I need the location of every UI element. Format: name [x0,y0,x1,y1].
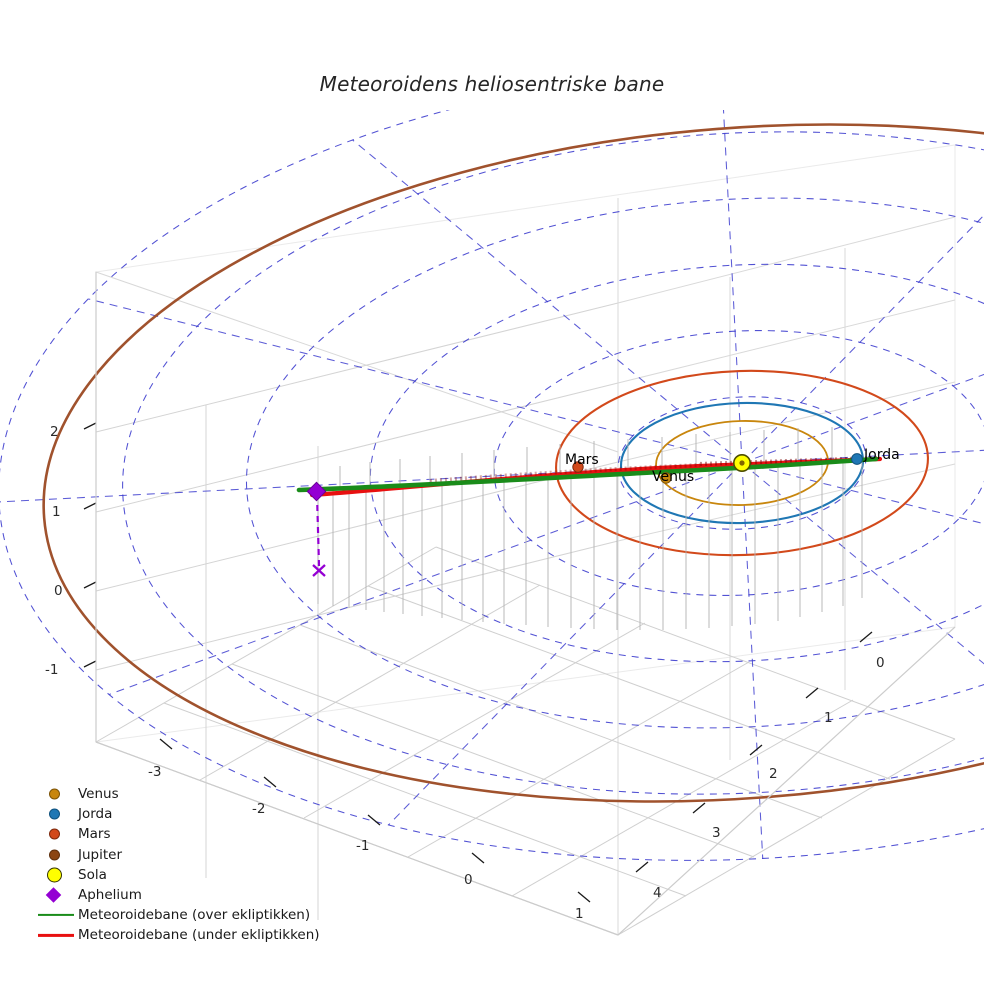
aphelion-marker [306,481,327,502]
jorda-marker-icon [34,804,78,824]
mars-label: Mars [565,452,599,468]
marker-mars [572,461,584,473]
z-tick-minus1: -1 [45,662,59,678]
legend-label-jupiter: Jupiter [78,846,123,863]
legend-item-jorda: Jorda [34,804,324,824]
x-tick-0: 0 [464,872,473,888]
legend-item-path-over: Meteoroidebane (over ekliptikken) [34,905,324,925]
legend-item-mars: Mars [34,824,324,844]
meteoroid-path-over [296,456,879,493]
red-line-icon [34,925,78,945]
jupiter-marker-icon [34,845,78,865]
aphelion-drop-line [315,493,321,567]
legend-item-path-under: Meteoroidebane (under ekliptikken) [34,925,324,945]
legend-label-path-over: Meteoroidebane (over ekliptikken) [78,907,311,924]
x-tick-minus1: -1 [356,838,370,854]
y-tick-0: 0 [876,655,885,671]
trajectory-stems [317,427,863,630]
sola-marker-icon [34,865,78,885]
y-tick-3: 3 [712,825,721,841]
chart-title: Meteoroidens heliosentriske bane [319,72,665,96]
legend-label-path-under: Meteoroidebane (under ekliptikken) [78,927,320,944]
legend-label-mars: Mars [78,826,111,843]
x-tick-minus3: -3 [148,764,162,780]
venus-marker-icon [34,784,78,804]
y-tick-4: 4 [653,885,662,901]
venus-label: Venus [652,469,695,485]
left-wall-grid [95,302,619,920]
axis-spines [95,272,956,936]
legend: Venus Jorda Mars Jupiter Sola [34,784,324,946]
legend-item-jupiter: Jupiter [34,845,324,865]
legend-label-sola: Sola [78,866,107,883]
mars-marker-icon [34,824,78,844]
legend-item-venus: Venus [34,784,324,804]
x-tick-1: 1 [575,906,584,922]
legend-item-sola: Sola [34,865,324,885]
aphelium-marker-icon [34,885,78,905]
marker-sola [732,453,751,472]
orbit-mars [555,369,929,557]
z-tick-1: 1 [52,504,61,520]
x-tick-minus2: -2 [252,801,266,817]
marker-jorda [851,453,863,465]
y-tick-1: 1 [824,710,833,726]
legend-label-venus: Venus [78,786,119,803]
marker-venus [660,472,672,484]
green-line-icon [34,905,78,925]
legend-label-aphelium: Aphelium [78,887,142,904]
axis-ticks [83,422,873,903]
y-tick-2: 2 [769,766,778,782]
legend-item-aphelium: Aphelium [34,885,324,905]
z-tick-2: 2 [50,424,59,440]
legend-label-jorda: Jorda [78,806,113,823]
jorda-label: Jorda [864,447,900,463]
z-tick-0: 0 [54,583,63,599]
aphelion-projection-marker [312,564,326,577]
polar-grid-spokes [0,110,984,859]
back-wall-grid [617,198,956,935]
